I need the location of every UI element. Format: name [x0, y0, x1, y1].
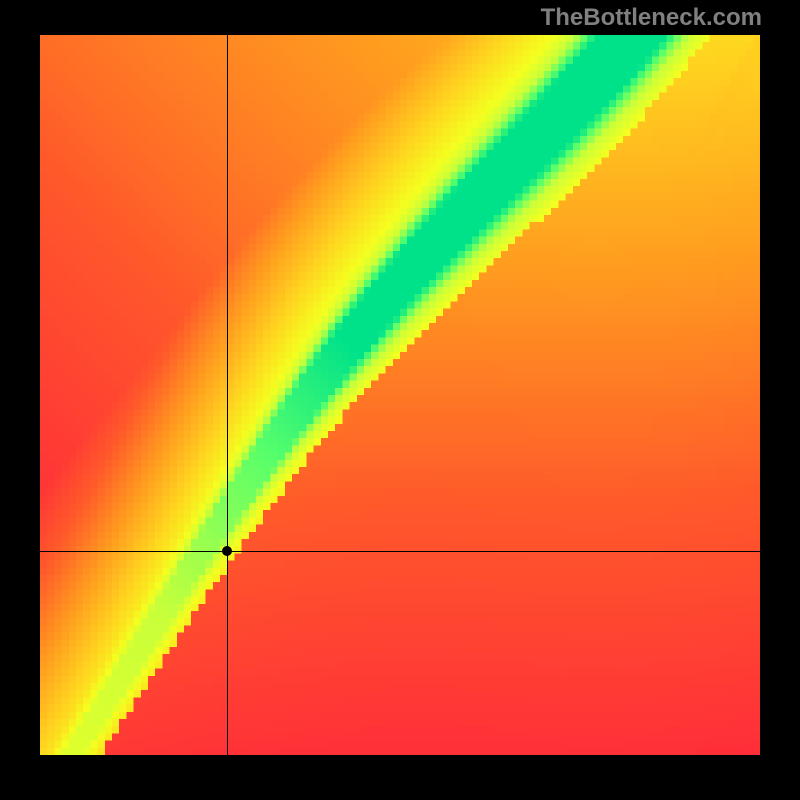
crosshair-marker	[222, 546, 232, 556]
crosshair-vertical	[227, 35, 228, 755]
heatmap-canvas	[40, 35, 760, 755]
watermark-text: TheBottleneck.com	[541, 4, 762, 32]
plot-area	[40, 35, 760, 755]
stage: TheBottleneck.com	[0, 0, 800, 800]
crosshair-horizontal	[40, 551, 760, 552]
